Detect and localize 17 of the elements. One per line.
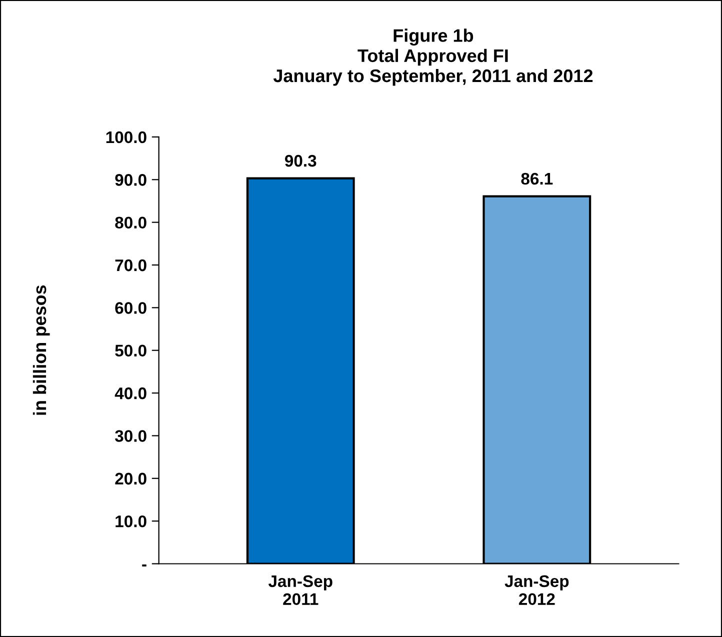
y-tick-label: 50.0 [115,344,146,357]
data-label: 90.3 [284,154,316,167]
y-tick-label: 40.0 [114,387,146,400]
y-tick-label: 10.0 [116,515,146,528]
x-tick-label: Jan-Sep 2011 [268,575,332,606]
y-tick-label: 30.0 [114,430,146,442]
y-tick-label: 20.0 [115,472,146,485]
x-tick-label: Jan-Sep 2012 [504,575,569,606]
y-tick-label: - [142,564,146,566]
y-tick-label: 100.0 [106,131,146,144]
y-tick-label: 60.0 [115,302,146,314]
y-tick-label: 90.0 [115,174,146,186]
chart-title: Figure 1b Total Approved FI January to September, 2011 and 2012 [273,28,593,86]
y-axis-title: in billion pesos [32,285,50,415]
data-label: 86.1 [521,172,553,185]
y-tick-label: 80.0 [115,216,146,229]
y-tick-label: 70.0 [115,259,146,272]
